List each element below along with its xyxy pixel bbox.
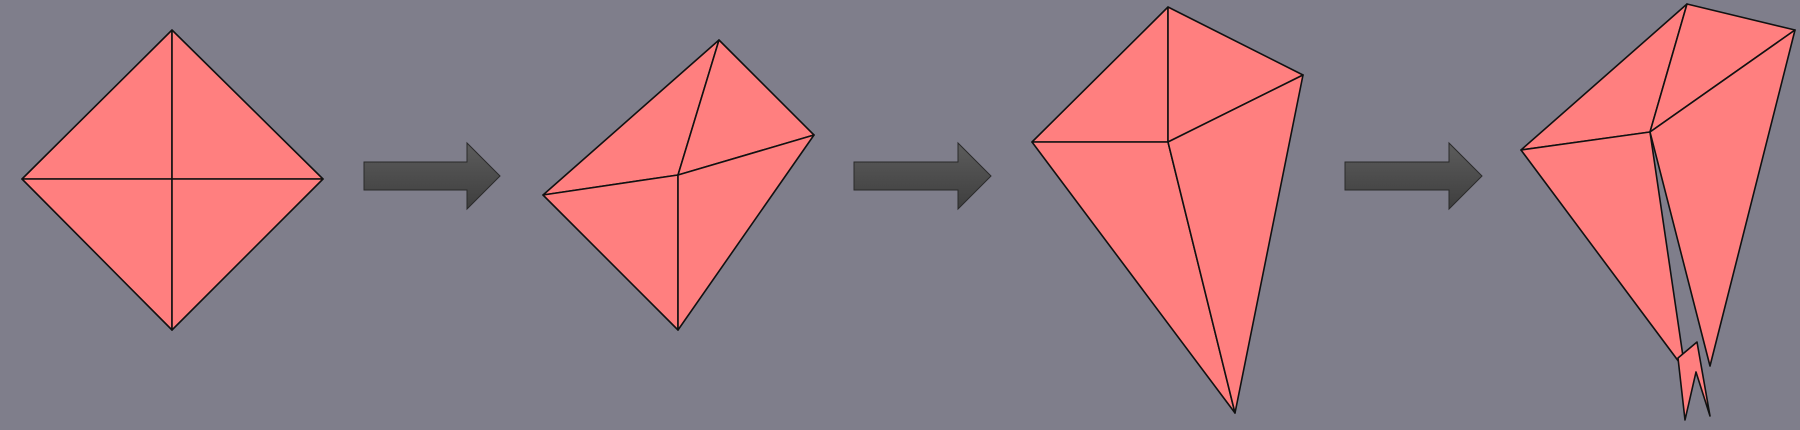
deformed-mesh-3 xyxy=(1520,3,1796,421)
mesh-face xyxy=(1649,29,1796,367)
mesh-face xyxy=(1677,341,1711,421)
transition-arrow xyxy=(1344,141,1483,211)
transition-arrow xyxy=(853,141,992,211)
deformed-mesh-1 xyxy=(542,39,815,331)
mesh-face xyxy=(542,174,679,331)
mesh-face xyxy=(21,178,173,331)
mesh-face xyxy=(1031,6,1169,143)
mesh-face xyxy=(21,29,173,180)
deformed-mesh-2 xyxy=(1031,6,1304,414)
mesh-face xyxy=(1520,131,1686,371)
square-mesh xyxy=(21,29,324,331)
transition-arrow xyxy=(363,141,501,211)
mesh-face xyxy=(1167,74,1304,414)
mesh-face xyxy=(171,29,324,180)
mesh-face xyxy=(171,178,324,331)
mesh-face xyxy=(677,134,815,331)
